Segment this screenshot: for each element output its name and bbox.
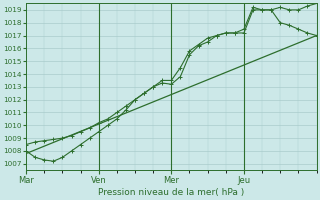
X-axis label: Pression niveau de la mer( hPa ): Pression niveau de la mer( hPa ) — [98, 188, 244, 197]
